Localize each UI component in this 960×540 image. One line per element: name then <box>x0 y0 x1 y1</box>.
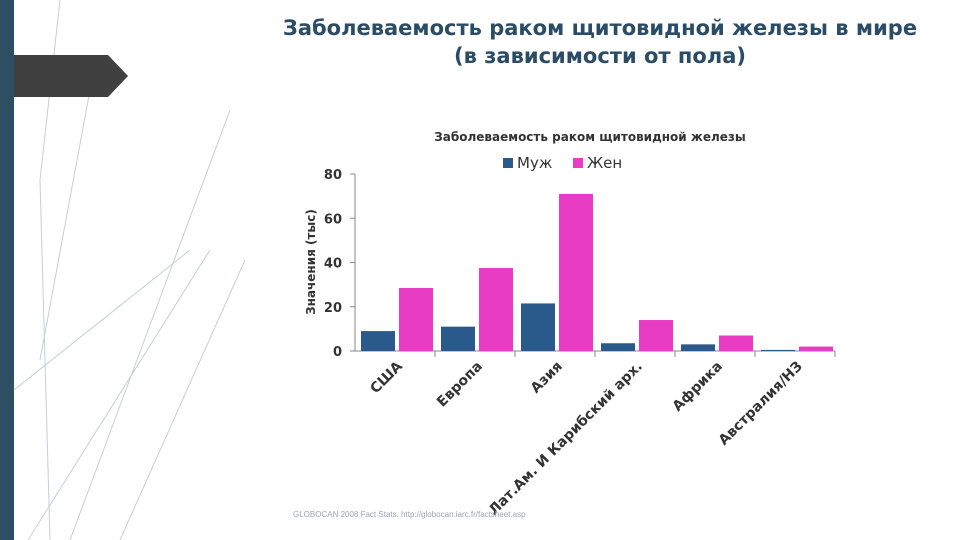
bar-male <box>681 344 715 351</box>
legend-swatch <box>573 158 583 168</box>
bar-male <box>361 331 395 351</box>
bar-male <box>521 303 555 351</box>
decorative-lines <box>13 0 246 540</box>
bar-female <box>799 346 833 351</box>
legend-label: Муж <box>517 154 552 172</box>
bar-female <box>399 287 433 351</box>
bar-female <box>559 193 593 351</box>
bar-female <box>639 320 673 351</box>
source-citation: GLOBOCAN 2008 Fact Stats. http://globoca… <box>293 510 526 519</box>
legend-label: Жен <box>587 154 622 172</box>
y-axis-label: Значения (тыс) <box>304 209 318 315</box>
x-tick-label: Африка <box>670 359 726 415</box>
slide-title: Заболеваемость раком щитовидной железы в… <box>250 14 950 70</box>
y-tick-label: 80 <box>324 168 342 183</box>
chart-title: Заболеваемость раком щитовидной железы <box>434 130 745 144</box>
y-tick-label: 20 <box>324 301 342 316</box>
y-tick-label: 60 <box>324 212 342 227</box>
left-accent-bar <box>0 0 14 540</box>
y-tick-label: 40 <box>324 257 342 272</box>
x-tick-label: Лат.Ам. И Карибский арх. <box>486 359 646 519</box>
title-arrow-marker <box>14 55 128 97</box>
bar-male <box>441 326 475 351</box>
bar-female <box>479 268 513 351</box>
x-tick-label: Азия <box>528 359 566 397</box>
legend-swatch <box>503 158 513 168</box>
slide-title-line2: (в зависимости от пола) <box>454 44 746 68</box>
bar-male <box>761 349 795 351</box>
y-tick-label: 0 <box>333 345 342 360</box>
bar-male <box>601 343 635 351</box>
x-tick-label: Европа <box>434 359 486 411</box>
slide-title-line1: Заболеваемость раком щитовидной железы в… <box>282 16 918 40</box>
bar-female <box>719 335 753 351</box>
x-tick-label: США <box>367 358 406 397</box>
x-tick-label: Австралия/НЗ <box>716 358 806 448</box>
